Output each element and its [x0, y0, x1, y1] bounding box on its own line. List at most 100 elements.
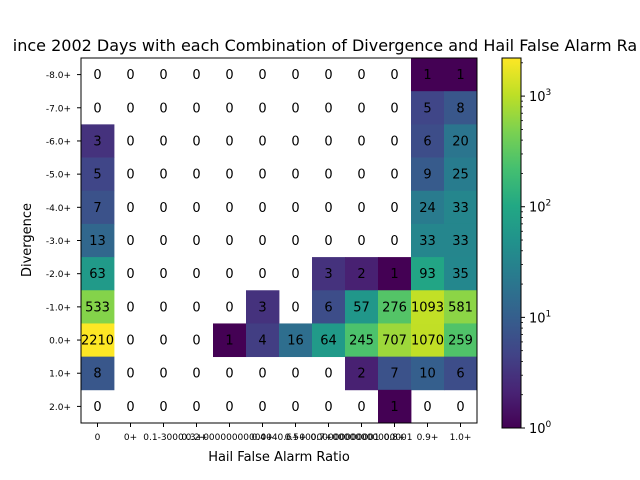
cell-value-label: 20 [452, 134, 469, 149]
cell-value-label: 0 [126, 267, 134, 282]
cell-value-label: 25 [452, 168, 469, 183]
x-axis-label: Hail False Alarm Ratio [208, 450, 350, 465]
heatmap-cell [312, 290, 346, 324]
heatmap-cell [411, 290, 445, 324]
heatmap-cell [444, 323, 478, 358]
cell-value-label: 0 [192, 400, 200, 415]
cell-value-label: 0 [225, 68, 233, 83]
heatmap-cell [444, 223, 478, 258]
heatmap-cell [81, 223, 115, 258]
cell-value-label: 6 [423, 134, 431, 149]
cell-value-label: 0 [225, 267, 233, 282]
cell-value-label: 2 [357, 367, 365, 382]
cell-value-label: 0 [390, 234, 398, 249]
cell-value-label: 33 [452, 201, 469, 216]
heatmap-cell [312, 323, 346, 358]
cell-value-label: 0 [291, 101, 299, 116]
cell-value-label: 0 [258, 68, 266, 83]
cell-value-label: 581 [448, 300, 473, 315]
cell-value-labels: 0 0 0 0 0 0 0 0 0 0 1 10 0 0 0 0 0 0 0 0 0 5 83 0 0 0 0 0 0 0 0 0 6 205 0 0… [81, 68, 473, 415]
heatmap-cell [81, 323, 115, 358]
x-tick-label: 0 [95, 433, 101, 443]
x-tick-label: 0.4+ [252, 433, 274, 443]
x-tick-label: 0.6+00000000000001 [277, 433, 379, 443]
cell-value-label: 0 [159, 367, 167, 382]
x-tick-label: 0.8+ [384, 433, 406, 443]
cell-value-label: 33 [419, 234, 436, 249]
cell-value-label: 1 [423, 68, 431, 83]
cell-value-label: 0 [159, 334, 167, 349]
cell-value-label: 4 [258, 334, 266, 349]
cell-value-label: 3 [324, 267, 332, 282]
cell-value-label: 0 [324, 134, 332, 149]
cell-value-label: 0 [291, 134, 299, 149]
cell-value-label: 0 [291, 201, 299, 216]
heatmap-cell [213, 323, 247, 358]
x-tick-label: 0+ [124, 433, 137, 443]
heatmap-cell [81, 290, 115, 324]
heatmap-cell [411, 190, 445, 225]
heatmap-cell [81, 356, 115, 391]
cell-value-label: 0 [456, 400, 464, 415]
heatmap-cells [81, 58, 478, 424]
cell-value-label: 0 [258, 134, 266, 149]
y-tick-label: 1.0+ [49, 370, 71, 380]
cell-value-label: 10 [419, 367, 436, 382]
cell-value-label: 1 [390, 400, 398, 415]
cell-value-label: 1 [456, 68, 464, 83]
cell-value-label: 0 [324, 201, 332, 216]
cell-value-label: 0 [126, 300, 134, 315]
cell-value-label: 0 [225, 168, 233, 183]
x-tick-label: 0.2+ [186, 433, 208, 443]
heatmap-cell [444, 124, 478, 158]
cell-value-label: 0 [258, 367, 266, 382]
cell-value-label: 0 [159, 68, 167, 83]
heatmap-cell [81, 257, 115, 291]
cell-value-label: 7 [390, 367, 398, 382]
cell-value-label: 0 [357, 134, 365, 149]
cell-value-label: 35 [452, 267, 469, 282]
cell-value-label: 6 [324, 300, 332, 315]
cell-value-label: 0 [93, 101, 101, 116]
colorbar [502, 58, 521, 428]
cell-value-label: 0 [258, 168, 266, 183]
heatmap-cell [312, 257, 346, 291]
cell-value-label: 0 [159, 400, 167, 415]
cell-value-label: 0 [291, 267, 299, 282]
heatmap-cell [444, 257, 478, 291]
cell-value-label: 0 [291, 234, 299, 249]
cell-value-label: 2 [357, 267, 365, 282]
heatmap-cell [345, 356, 379, 391]
cell-value-label: 0 [225, 201, 233, 216]
cell-value-label: 0 [126, 168, 134, 183]
cell-value-label: 13 [89, 234, 106, 249]
heatmap-cell [444, 58, 478, 92]
heatmap-cell [378, 389, 412, 424]
cell-value-label: 0 [258, 101, 266, 116]
cell-value-label: 63 [89, 267, 106, 282]
colorbar-tick-label: 100 [529, 420, 552, 437]
cell-value-label: 0 [291, 400, 299, 415]
cell-value-label: 8 [456, 101, 464, 116]
heatmap-cell [411, 58, 445, 92]
colorbar-ticks: 100 101 102 103 [521, 62, 552, 437]
heatmap-cell [378, 290, 412, 324]
cell-value-label: 0 [258, 400, 266, 415]
cell-value-label: 0 [225, 400, 233, 415]
cell-value-label: 0 [357, 201, 365, 216]
cell-value-label: 0 [258, 234, 266, 249]
cell-value-label: 0 [126, 334, 134, 349]
heatmap-cell [411, 124, 445, 158]
cell-value-label: 0 [192, 101, 200, 116]
cell-value-label: 0 [324, 400, 332, 415]
cell-value-label: 1070 [411, 334, 444, 349]
heatmap-cell [411, 356, 445, 391]
heatmap-cell [444, 290, 478, 324]
x-tick-label: 0.5+ [285, 433, 307, 443]
cell-value-label: 6 [456, 367, 464, 382]
x-tick-label: 0.1-3000 [143, 433, 184, 443]
chart-title: ince 2002 Days with each Combination of … [13, 36, 637, 55]
